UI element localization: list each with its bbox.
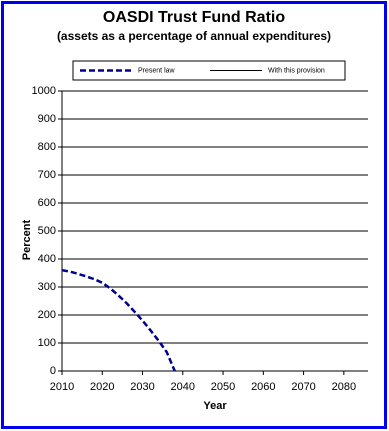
y-tick-label: 700 [38,169,56,181]
legend-label: Present law [138,67,176,74]
x-axis-label: Year [203,400,227,412]
y-tick-label: 1000 [32,85,56,97]
x-tick-label: 2010 [50,381,74,393]
y-tick-label: 100 [38,337,56,349]
x-tick-label: 2020 [90,381,114,393]
y-tick-label: 400 [38,253,56,265]
y-axis-label: Percent [21,219,33,260]
x-tick-label: 2050 [211,381,235,393]
y-tick-label: 300 [38,281,56,293]
x-tick-label: 2080 [332,381,356,393]
x-tick-label: 2030 [130,381,154,393]
x-tick-label: 2070 [291,381,315,393]
y-tick-label: 900 [38,113,56,125]
y-tick-label: 800 [38,141,56,153]
y-tick-label: 200 [38,309,56,321]
chart-title: OASDI Trust Fund Ratio [103,9,285,26]
chart-subtitle: (assets as a percentage of annual expend… [57,29,331,43]
y-tick-label: 500 [38,225,56,237]
series-line [61,268,176,372]
y-tick-label: 0 [50,365,56,377]
x-tick-label: 2040 [171,381,195,393]
legend-box [72,60,346,81]
legend-label: With this provision [268,67,325,74]
x-tick-label: 2060 [251,381,275,393]
y-tick-label: 600 [38,197,56,209]
